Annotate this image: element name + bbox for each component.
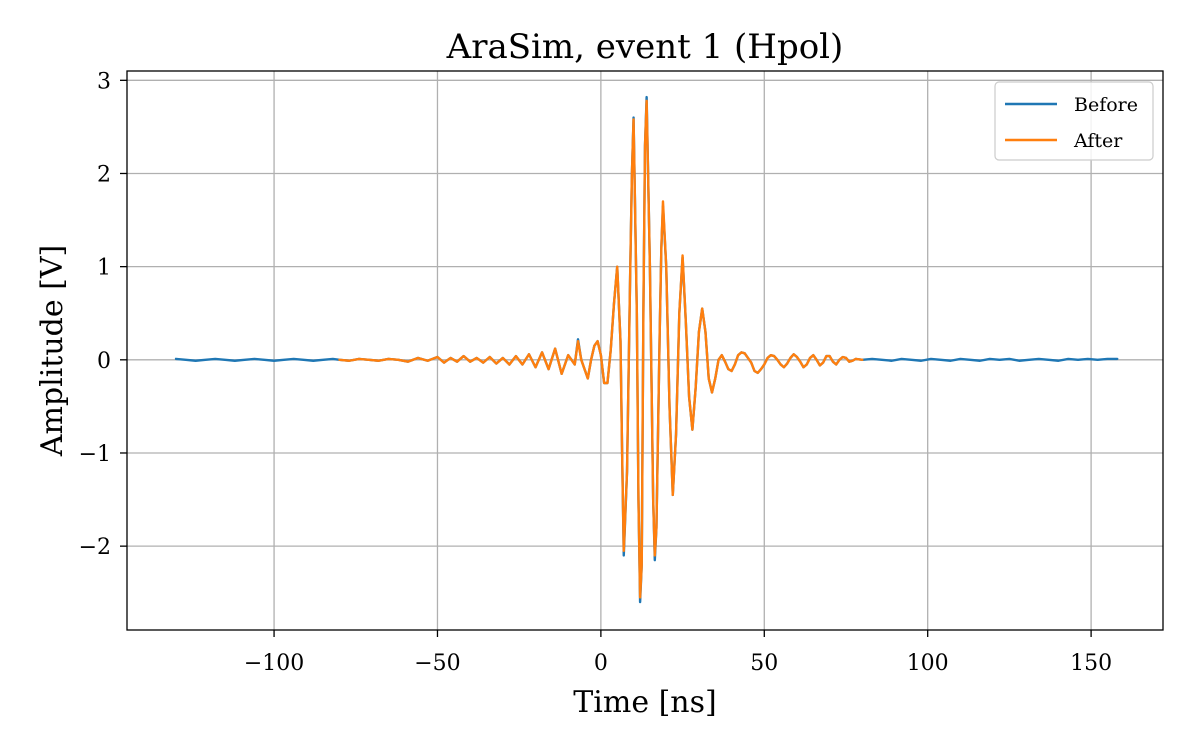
series-lines	[174, 95, 1119, 604]
y-tick-label: −1	[79, 442, 111, 467]
axis-ticks: −100 −50 0 50 100 150 −2 −1 0 1 2 3	[79, 69, 1113, 676]
y-tick-label: −2	[79, 535, 111, 560]
grid	[127, 71, 1163, 630]
plot-frame	[126, 70, 1164, 631]
chart-title: AraSim, event 1 (Hpol)	[446, 27, 844, 67]
x-axis-label: Time [ns]	[573, 685, 716, 720]
legend: Before After	[994, 81, 1154, 161]
y-tick-label: 3	[97, 69, 111, 94]
series-line-after	[338, 99, 864, 599]
x-tick-label: 150	[1070, 651, 1112, 676]
legend-label-after: After	[1073, 130, 1123, 152]
y-tick-label: 0	[97, 349, 111, 374]
y-axis-label: Amplitude [V]	[35, 245, 70, 457]
x-tick-label: 100	[907, 651, 949, 676]
y-tick-label: 1	[97, 256, 111, 281]
y-tick-label: 2	[97, 162, 111, 187]
x-tick-label: −50	[414, 651, 460, 676]
x-tick-label: 50	[750, 651, 778, 676]
legend-label-before: Before	[1074, 94, 1138, 116]
x-tick-label: −100	[244, 651, 304, 676]
x-tick-label: 0	[594, 651, 608, 676]
